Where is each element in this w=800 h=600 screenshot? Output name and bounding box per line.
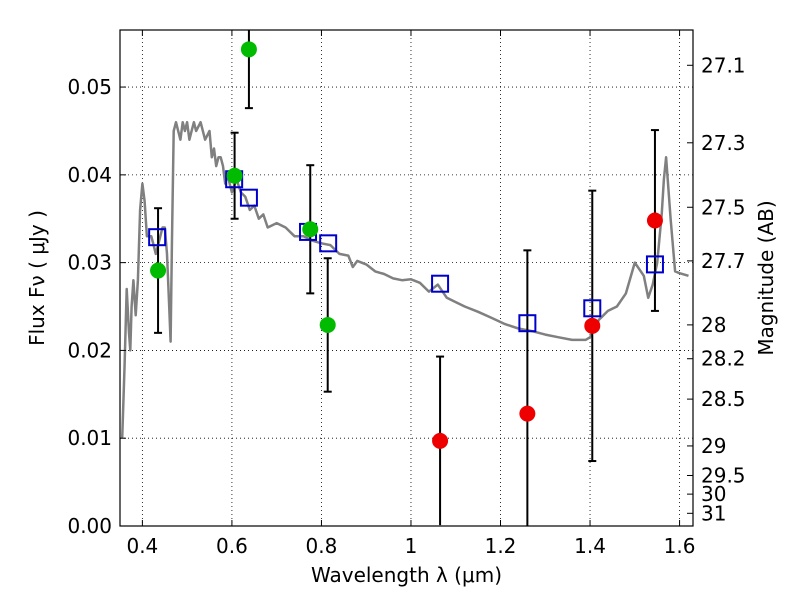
- x-tick-label: 1.2: [485, 534, 517, 558]
- model-photometry-square: [239, 188, 258, 207]
- y-tick-label: 0.04: [67, 163, 112, 187]
- y-tick-label: 0.00: [67, 514, 112, 538]
- x-tick-label: 1: [405, 534, 418, 558]
- x-tick-label: 0.4: [126, 534, 158, 558]
- observed-point-green: [319, 316, 336, 333]
- model-photometry-squares: [148, 170, 664, 333]
- y2-tick-label: 30: [701, 482, 726, 506]
- y-tick-label: 0.05: [67, 75, 112, 99]
- observed-point-red: [519, 405, 536, 422]
- y2-tick-label: 28: [701, 313, 726, 337]
- observed-point-red: [584, 317, 601, 334]
- model-spectrum: [120, 120, 689, 439]
- observed-point-green: [302, 221, 319, 238]
- y-tick-label: 0.03: [67, 251, 112, 275]
- x-tick-label: 1.6: [664, 534, 696, 558]
- model-photometry-square: [431, 274, 450, 293]
- y2-tick-label: 29: [701, 434, 726, 458]
- observed-point-red: [432, 432, 449, 449]
- y2-axis-label: Magnitude (AB): [754, 200, 778, 355]
- model-spectrum-line: [120, 120, 689, 439]
- model-photometry-square: [645, 255, 664, 274]
- observed-point-green: [226, 167, 243, 184]
- y2-tick-label: 29.5: [701, 463, 746, 487]
- y2-tick-label: 27.5: [701, 195, 746, 219]
- observed-point-green: [240, 41, 257, 58]
- y2-tick-label: 27.1: [701, 53, 746, 77]
- y2-tick-label: 28.2: [701, 347, 746, 371]
- model-photometry-square: [518, 314, 537, 333]
- error-bars: [154, 30, 659, 526]
- observed-points: [150, 41, 663, 449]
- y2-tick-label: 27.3: [701, 131, 746, 155]
- model-photometry-square: [148, 228, 167, 247]
- x-tick-label: 0.6: [216, 534, 248, 558]
- y-axis-ticks: 0.00 0.01 0.02 0.03 0.04 0.05: [67, 75, 126, 538]
- model-photometry-square: [583, 299, 602, 318]
- y-tick-label: 0.01: [67, 426, 112, 450]
- y2-tick-label: 31: [701, 501, 726, 525]
- grid-lines: [120, 30, 693, 526]
- observed-point-red: [646, 212, 663, 229]
- y2-tick-label: 28.5: [701, 387, 746, 411]
- y2-tick-label: 27.7: [701, 249, 746, 273]
- x-axis-ticks: 0.4 0.6 0.8 1 1.2 1.4 1.6: [126, 30, 695, 558]
- x-axis-label: Wavelength λ (μm): [311, 563, 502, 587]
- x-tick-label: 1.4: [574, 534, 606, 558]
- y-axis-label: Flux Fν ( μJy ): [25, 210, 49, 346]
- observed-point-green: [150, 262, 167, 279]
- model-photometry-square: [319, 234, 338, 253]
- plot-frame: [119, 29, 694, 527]
- x-tick-label: 0.8: [306, 534, 338, 558]
- y-tick-label: 0.02: [67, 338, 112, 362]
